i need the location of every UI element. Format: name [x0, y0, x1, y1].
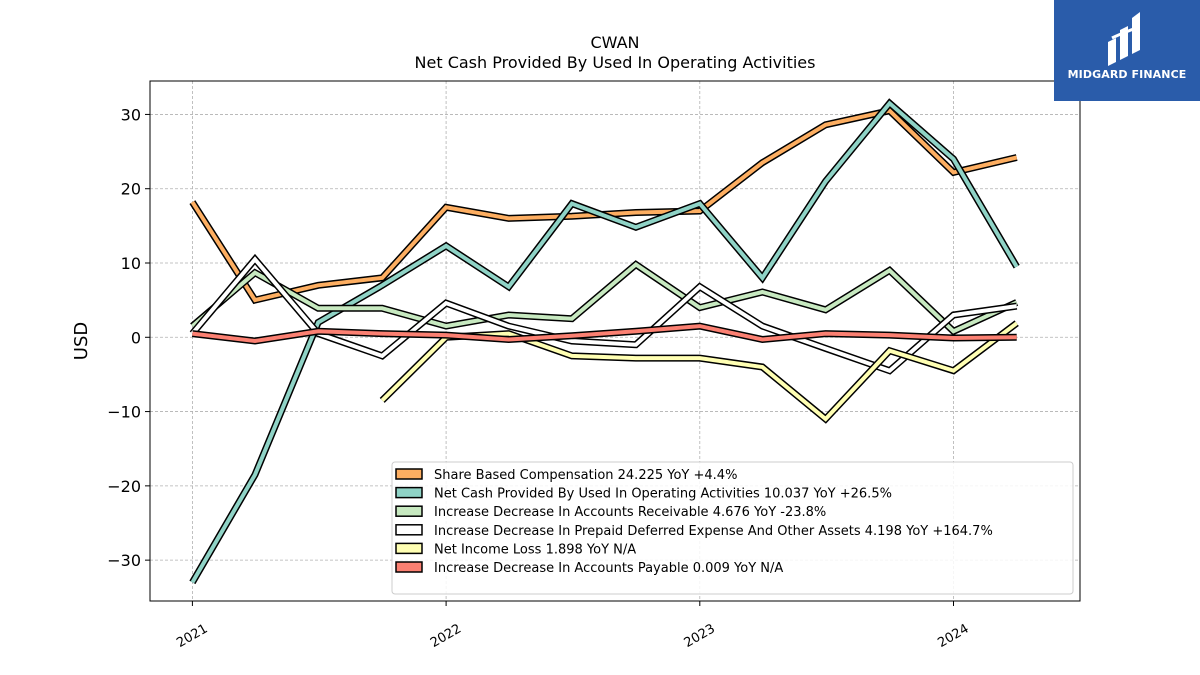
y-axis-label: USD	[71, 322, 92, 360]
legend-label: Net Income Loss 1.898 YoY N/A	[434, 542, 636, 557]
series-line-2	[191, 261, 1018, 334]
y-tick-label: 10	[121, 254, 141, 273]
chart-title: CWAN	[590, 33, 639, 52]
x-tick-label: 2021	[174, 621, 210, 651]
x-tick-label: 2024	[935, 621, 971, 651]
y-tick-label: 20	[121, 180, 141, 199]
plot-frame	[149, 80, 1081, 602]
legend-label: Share Based Compensation 24.225 YoY +4.4…	[434, 468, 737, 483]
y-tick-label: −20	[107, 477, 141, 496]
series-lines	[189, 98, 1020, 585]
legend: Share Based Compensation 24.225 YoY +4.4…	[391, 461, 1074, 595]
x-tick-label: 2023	[682, 621, 718, 651]
y-tick-label: −30	[107, 551, 141, 570]
series-line-1	[190, 100, 1019, 584]
midgard-logo-icon	[1108, 12, 1140, 66]
brand-logo: MIDGARD FINANCE	[1054, 0, 1200, 101]
y-tick-label: 30	[121, 105, 141, 124]
legend-label: Net Cash Provided By Used In Operating A…	[434, 487, 892, 502]
legend-swatch	[395, 524, 423, 536]
brand-name: MIDGARD FINANCE	[1067, 68, 1187, 81]
y-axis-ticks: −30 −20 −10 0 10 20 30	[107, 105, 150, 570]
legend-swatch	[395, 561, 423, 573]
series-line-5	[192, 324, 1017, 344]
legend-swatch	[395, 505, 423, 517]
legend-swatch	[395, 468, 423, 480]
x-tick-label: 2022	[428, 621, 464, 651]
legend-swatch	[395, 542, 423, 555]
legend-label: Increase Decrease In Prepaid Deferred Ex…	[434, 524, 993, 539]
legend-label: Increase Decrease In Accounts Payable 0.…	[434, 561, 783, 576]
chart-subtitle: Net Cash Provided By Used In Operating A…	[415, 53, 816, 72]
y-tick-label: 0	[131, 328, 141, 347]
legend-box	[391, 461, 1074, 595]
x-axis-ticks: 2021 2022 2023 2024	[174, 601, 971, 651]
legend-swatch	[395, 486, 423, 499]
y-tick-label: −10	[107, 403, 141, 422]
legend-label: Increase Decrease In Accounts Receivable…	[434, 505, 826, 520]
grid-lines	[150, 81, 1080, 601]
